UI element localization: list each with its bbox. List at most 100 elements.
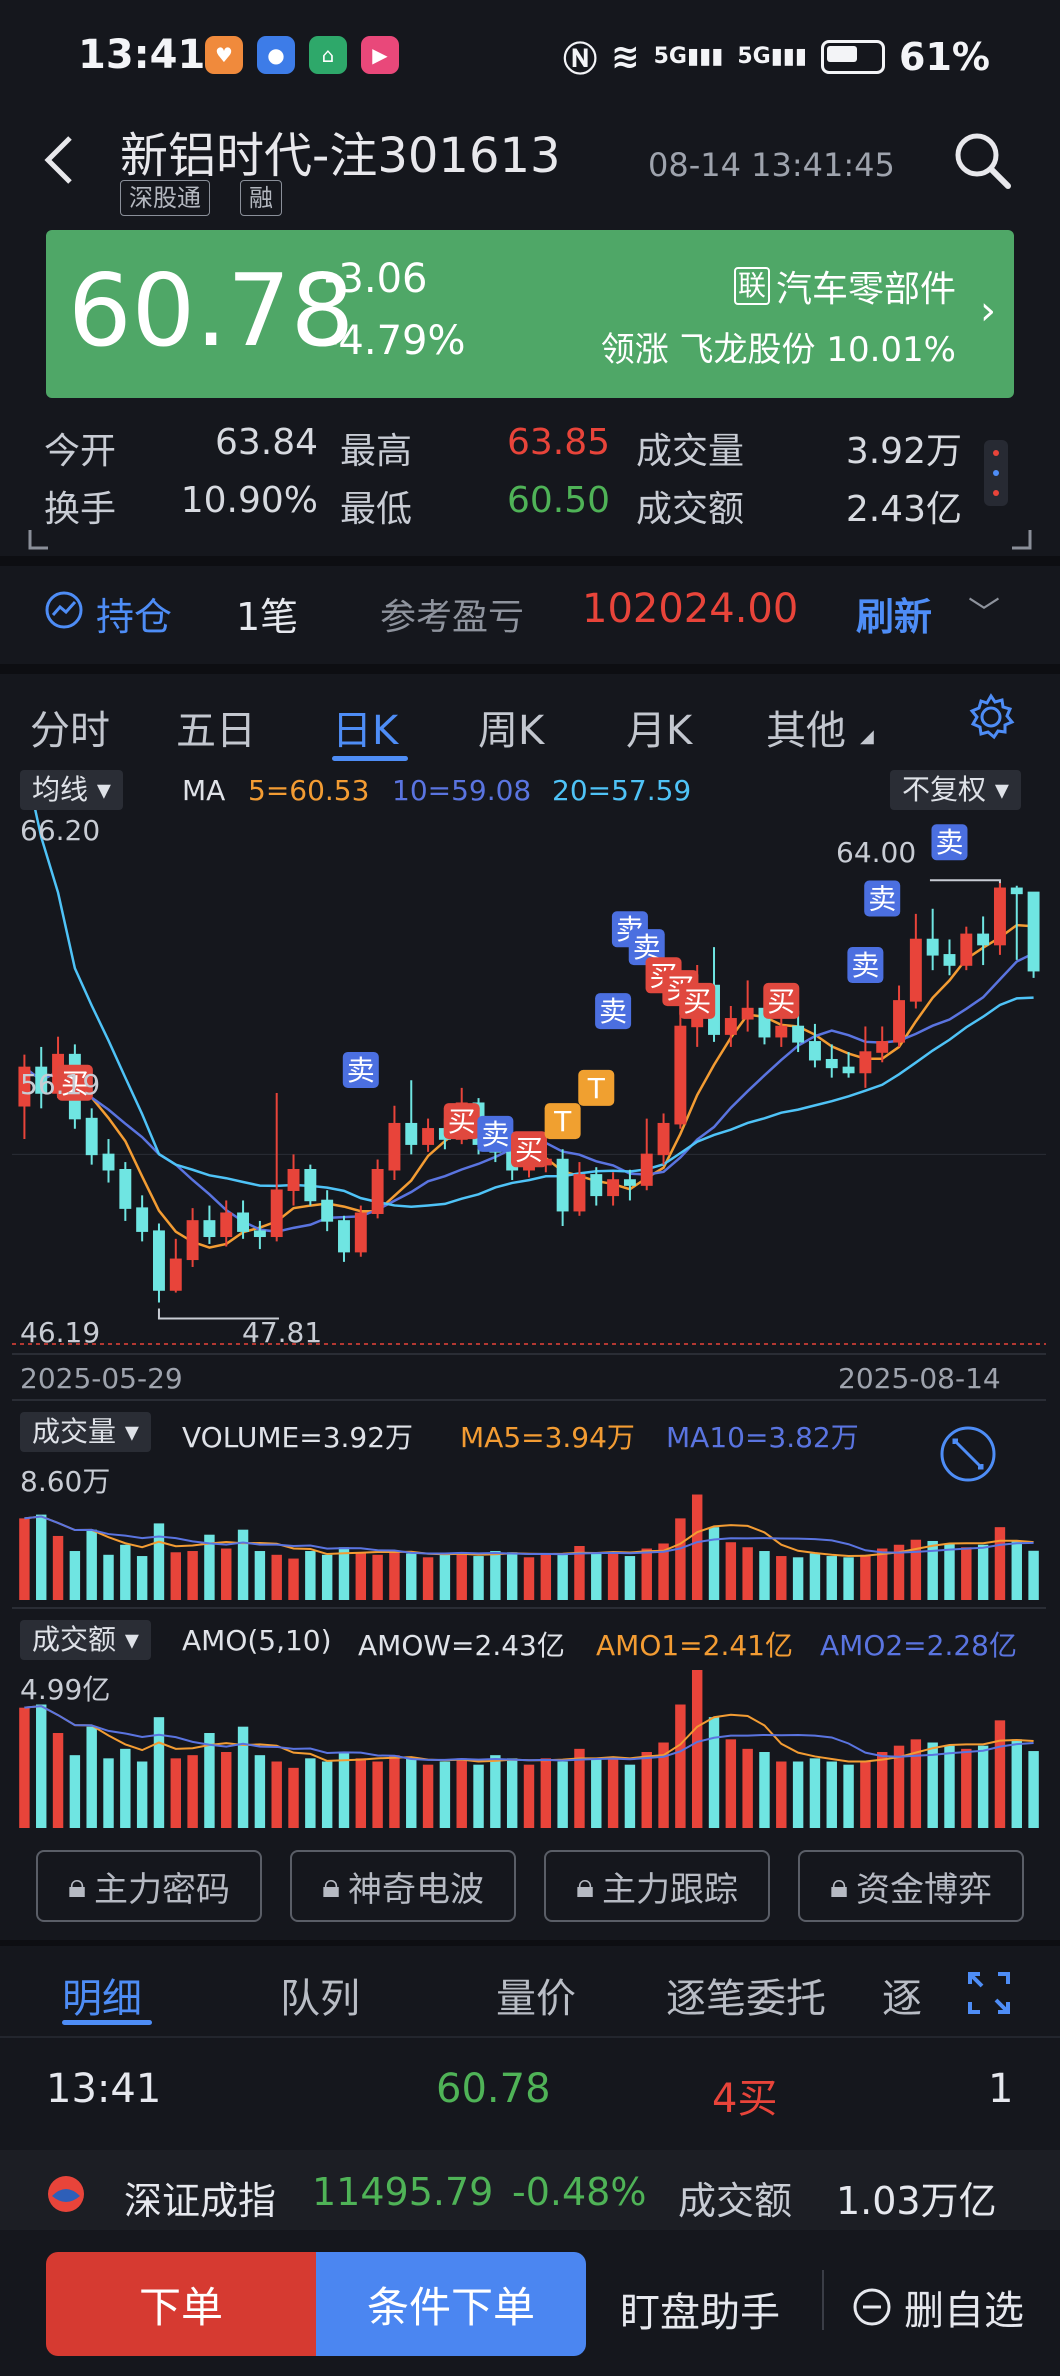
tool-main-tracking[interactable]: 🔒︎ 主力跟踪	[544, 1850, 770, 1922]
volume-bar	[355, 1552, 367, 1600]
signal-badge	[679, 982, 716, 1019]
margin-tag: 融	[240, 180, 282, 216]
volume-bar	[574, 1546, 585, 1600]
amount-amo2-legend: AMO2=2.28亿	[820, 1629, 1017, 1662]
signal-badge	[847, 947, 884, 984]
index-amount-label: 成交额	[678, 2179, 793, 2223]
amount-bar	[927, 1742, 938, 1828]
amount-bar	[574, 1748, 585, 1828]
tab-more[interactable]: 逐	[882, 1976, 922, 2022]
amount-bar	[759, 1752, 770, 1828]
expand-icon[interactable]	[966, 1970, 1012, 2016]
price-banner[interactable]: 60.78 -3.06 -4.79% 联 汽车零部件 领涨 飞龙股份 10.01…	[46, 230, 1014, 398]
order-button[interactable]: 下单	[46, 2252, 316, 2356]
tab-intraday[interactable]: 分时	[30, 708, 110, 754]
low-marker	[157, 1308, 279, 1320]
monitor-assistant-button[interactable]: 盯盘助手	[620, 2290, 780, 2336]
amount-bar	[624, 1764, 636, 1828]
home-app-icon: ⌂	[309, 36, 347, 74]
amount-label: 成交额	[636, 489, 745, 530]
candle-body	[220, 1212, 233, 1238]
refresh-button[interactable]: 刷新	[856, 595, 933, 639]
last-price: 60.78	[68, 252, 355, 369]
tool-main-code[interactable]: 🔒︎ 主力密码	[36, 1850, 262, 1922]
signal-badge	[595, 993, 632, 1030]
candle-body	[909, 938, 922, 1002]
amount-bar	[523, 1764, 535, 1828]
signal-badge	[763, 982, 800, 1019]
volume-bar	[288, 1558, 299, 1600]
tab-queue[interactable]: 队列	[280, 1976, 360, 2022]
volume-bar	[406, 1553, 417, 1600]
index-ticker[interactable]: 深证成指 11495.79 -0.48% 成交额 1.03万亿	[0, 2150, 1060, 2230]
sector-badge: 联	[733, 267, 770, 305]
status-time: 13:41	[78, 32, 206, 78]
trade-qty: 4买	[712, 2076, 778, 2122]
candle-body	[1010, 887, 1023, 895]
candle-body	[792, 1025, 805, 1043]
volume-dropdown[interactable]: 成交量 ▾	[20, 1412, 151, 1452]
tab-daily-k[interactable]: 日K	[332, 708, 399, 754]
turnover-value: 10.90%	[180, 480, 318, 521]
date-end-label: 2025-08-14	[838, 1362, 1001, 1395]
signal-badge	[931, 824, 968, 861]
trade-price: 60.78	[436, 2066, 551, 2112]
y-bottom-label: 46.19	[20, 1316, 101, 1349]
sector-link[interactable]: 联 汽车零部件	[733, 260, 956, 312]
candle-body	[724, 1018, 737, 1035]
volume-bar	[490, 1551, 501, 1600]
tab-detail[interactable]: 明细	[62, 1976, 142, 2022]
pnl-value: 102024.00	[582, 586, 799, 632]
y-top-label: 66.20	[20, 814, 101, 847]
candle-body	[640, 1153, 653, 1186]
amount-bar	[506, 1758, 518, 1828]
position-label[interactable]: 持仓	[96, 595, 173, 639]
signal-label: T	[553, 1105, 572, 1138]
index-amount: 1.03万亿	[836, 2179, 997, 2223]
candle-body	[607, 1179, 620, 1197]
tab-order-by-order[interactable]: 逐笔委托	[666, 1976, 826, 2022]
amount-max-label: 4.99亿	[20, 1673, 111, 1706]
tab-five-day[interactable]: 五日	[176, 708, 256, 754]
tab-other[interactable]: 其他	[766, 708, 846, 754]
conditional-order-button[interactable]: 条件下单	[316, 2252, 586, 2356]
amount-value: 2.43亿	[845, 489, 962, 530]
chevron-down-icon[interactable]: ﹀	[968, 594, 1001, 632]
tool-fund-game[interactable]: 🔒︎ 资金博弈	[798, 1850, 1024, 1922]
volume-bar	[86, 1529, 97, 1600]
minus-circle-icon	[853, 2288, 891, 2326]
tab-weekly-k[interactable]: 周K	[478, 708, 545, 754]
expand-corners-icon[interactable]	[28, 528, 1032, 552]
candle-body	[405, 1122, 418, 1145]
chevron-right-icon[interactable]: ›	[980, 288, 996, 334]
more-dots-icon[interactable]	[984, 440, 1008, 506]
back-icon[interactable]	[42, 132, 76, 202]
candle-body	[960, 933, 973, 966]
tab-monthly-k[interactable]: 月K	[626, 708, 693, 754]
volume-label: 成交量	[636, 431, 745, 472]
fullscreen-icon[interactable]	[938, 1424, 998, 1484]
index-change: -0.48%	[512, 2170, 647, 2214]
volume-bar	[591, 1553, 602, 1600]
candle-body	[808, 1041, 821, 1061]
signal-badge	[628, 929, 665, 966]
adjust-dropdown[interactable]: 不复权 ▾	[890, 770, 1021, 810]
tool-magic-wave[interactable]: 🔒︎ 神奇电波	[290, 1850, 516, 1922]
gear-icon[interactable]	[966, 692, 1016, 742]
amount-dropdown[interactable]: 成交额 ▾	[20, 1620, 151, 1660]
amount-bar	[675, 1704, 686, 1828]
hk-connect-tag: 深股通	[120, 180, 210, 216]
indicator-dropdown[interactable]: 均线 ▾	[20, 770, 123, 810]
remove-watchlist-button[interactable]: 删自选	[852, 2278, 1024, 2336]
signal-badge	[342, 1051, 379, 1088]
candle-body	[237, 1212, 250, 1232]
signal-label: 买	[61, 1067, 89, 1100]
trade-count: 1	[988, 2066, 1014, 2112]
amount-bar	[809, 1758, 821, 1828]
open-value: 63.84	[214, 422, 318, 463]
signal-5g-2: 5G▮▮▮	[737, 44, 808, 69]
tab-volume-price[interactable]: 量价	[496, 1976, 576, 2022]
amount-bar	[473, 1764, 484, 1828]
search-icon[interactable]	[952, 130, 1012, 190]
kline-chart-area[interactable]: 买卖买卖买TT卖卖卖买买买买卖卖卖 均线 ▾ MA 5=60.53 10=59.…	[12, 770, 1046, 1840]
